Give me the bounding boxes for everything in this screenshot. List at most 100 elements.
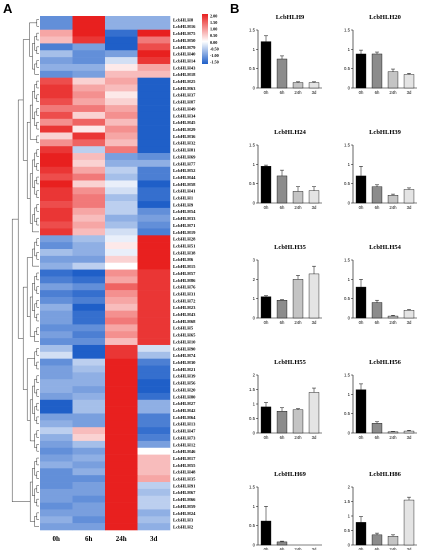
heatmap-cell bbox=[137, 324, 171, 332]
gene-label: LcbHLH81 bbox=[173, 148, 196, 153]
dendrogram-branch bbox=[12, 218, 31, 502]
heatmap-cell bbox=[105, 372, 138, 380]
bar bbox=[371, 302, 383, 319]
error-bar bbox=[280, 407, 284, 412]
x-tick-label: 3d bbox=[407, 90, 412, 95]
gene-label: LcbHLH21 bbox=[173, 367, 196, 372]
dendrogram-branch bbox=[36, 286, 39, 294]
heatmap-cell bbox=[137, 125, 171, 133]
heatmap-cell bbox=[72, 105, 106, 113]
error-bar bbox=[359, 49, 363, 54]
x-tick-label: 6h bbox=[280, 90, 285, 95]
heatmap-cell bbox=[105, 351, 138, 359]
heatmap-cell bbox=[40, 344, 73, 353]
dendrogram-branch bbox=[34, 379, 37, 394]
heatmap-cell bbox=[40, 427, 73, 435]
gene-label: LcbHLH64 bbox=[173, 415, 196, 420]
heatmap-cell bbox=[40, 413, 73, 421]
gene-label: LcbHLH28 bbox=[173, 237, 196, 242]
x-tick-label: 6h bbox=[280, 435, 285, 440]
bar-chart-title: LcbHLH24 bbox=[274, 129, 307, 136]
heatmap-cell bbox=[105, 468, 138, 476]
heatmap-cell bbox=[40, 379, 73, 387]
x-tick-label: 6h bbox=[280, 205, 285, 210]
heatmap-cell bbox=[137, 249, 171, 257]
heatmap-cell bbox=[105, 201, 138, 209]
bar bbox=[371, 423, 383, 434]
error-bar bbox=[407, 430, 411, 432]
legend-tick: 0.50 bbox=[210, 33, 217, 38]
dendrogram-branch bbox=[36, 135, 39, 143]
heatmap-cell bbox=[137, 413, 171, 421]
heatmap-cell bbox=[105, 91, 138, 99]
bar bbox=[292, 82, 304, 89]
dendrogram-branch bbox=[32, 91, 35, 119]
heatmap-cell bbox=[40, 482, 73, 490]
heatmap-cell bbox=[137, 420, 171, 428]
x-tick-label: 3d bbox=[312, 435, 317, 440]
bar bbox=[276, 58, 288, 89]
x-tick-label: 0h bbox=[264, 320, 269, 325]
heatmap-cell bbox=[40, 249, 73, 257]
heatmap-cell bbox=[105, 132, 138, 140]
y-tick-label: 0.5 bbox=[249, 181, 256, 186]
y-tick-label: 1 bbox=[253, 296, 256, 301]
dendrogram-branch bbox=[36, 498, 39, 507]
x-tick-label: 3d bbox=[407, 320, 412, 325]
heatmap-cell bbox=[40, 502, 73, 510]
bar bbox=[292, 409, 304, 434]
heatmap-cell bbox=[72, 440, 106, 449]
gene-label: LcbHLH43 bbox=[173, 65, 196, 70]
heatmap-cell bbox=[105, 324, 138, 332]
heatmap-cell bbox=[40, 50, 73, 58]
y-tick-label: 0 bbox=[348, 201, 351, 206]
heatmap-cell bbox=[40, 228, 73, 236]
heatmap-cell bbox=[105, 187, 138, 195]
heatmap-cell bbox=[137, 16, 171, 24]
dendrogram-branch bbox=[34, 180, 37, 195]
bar bbox=[276, 300, 288, 319]
error-bar bbox=[280, 540, 284, 542]
heatmap-cell bbox=[72, 255, 106, 264]
heatmap-cell bbox=[105, 228, 138, 236]
x-tick-label: 3d bbox=[407, 205, 412, 210]
x-tick-label: 3d bbox=[407, 435, 412, 440]
heatmap-cell bbox=[72, 16, 106, 24]
heatmap-cell bbox=[40, 488, 73, 497]
y-tick-label: 1.5 bbox=[249, 387, 256, 392]
heatmap-cell bbox=[137, 242, 171, 250]
dendrogram-branch bbox=[34, 406, 37, 421]
heatmap-cell bbox=[137, 434, 171, 442]
heatmap-cell bbox=[137, 296, 171, 305]
bar bbox=[276, 541, 288, 546]
x-tick-label: 0h bbox=[359, 320, 364, 325]
bar bbox=[403, 189, 415, 204]
error-bar bbox=[407, 187, 411, 190]
heatmap-cell bbox=[72, 194, 106, 202]
bar bbox=[308, 392, 320, 434]
heatmap-cell bbox=[137, 482, 171, 490]
heatmap-cell bbox=[137, 29, 171, 37]
heatmap-cell bbox=[137, 77, 171, 85]
y-tick-label: 0 bbox=[348, 316, 351, 321]
dendrogram-branch bbox=[34, 36, 37, 51]
gene-label: LcbHLH1 bbox=[173, 196, 194, 201]
x-tick-label: 24h bbox=[294, 547, 302, 550]
gene-label: LcbHLH31 bbox=[173, 291, 196, 296]
heatmap-cell bbox=[40, 16, 73, 24]
gene-label: LcbHLH69 bbox=[173, 154, 196, 159]
heatmap-cell bbox=[40, 516, 73, 524]
bar-chart-title: LcbHLH54 bbox=[369, 244, 402, 251]
bar-chart: LcbHLH35 0 1 2 3 0h 6h 24h 3d bbox=[253, 244, 322, 325]
heatmap-cell bbox=[137, 365, 171, 373]
heatmap-cell bbox=[105, 57, 138, 65]
y-tick-label: 1.5 bbox=[249, 28, 256, 33]
column-labels: 0h 6h 24h 3d bbox=[53, 535, 158, 543]
dendrogram-branch bbox=[36, 149, 39, 157]
y-tick-label: 1 bbox=[253, 162, 256, 167]
heatmap-cell bbox=[137, 50, 171, 58]
heatmap-cell bbox=[137, 502, 171, 510]
legend-tick: 1.50 bbox=[210, 20, 217, 25]
heatmap-cell bbox=[40, 221, 73, 229]
